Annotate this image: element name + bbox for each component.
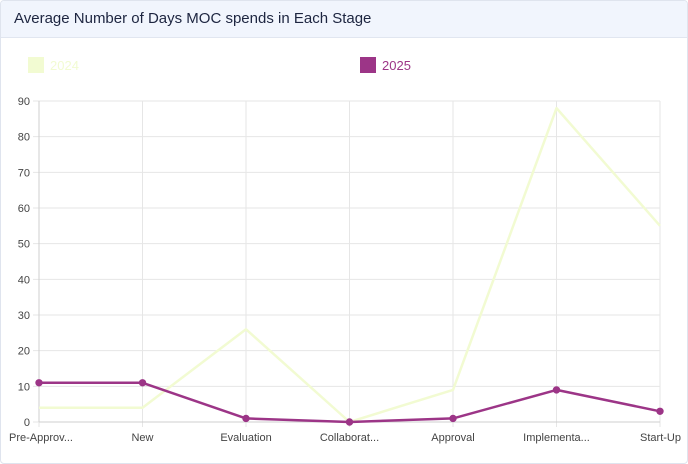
y-tick-label: 60	[18, 203, 30, 215]
y-tick-label: 70	[18, 167, 30, 179]
legend-label-2025: 2025	[382, 57, 411, 73]
y-tick-label: 90	[18, 96, 30, 108]
legend-swatch-2025	[360, 57, 376, 73]
legend-swatch-2024	[28, 57, 44, 73]
y-tick-label: 20	[18, 346, 30, 358]
legend-item-2024[interactable]: 2024	[28, 56, 79, 74]
legend-label-2024: 2024	[50, 57, 79, 73]
y-tick-label: 30	[18, 310, 30, 322]
chart-title: Average Number of Days MOC spends in Eac…	[14, 10, 372, 27]
y-tick-label: 80	[18, 132, 30, 144]
y-tick-label: 40	[18, 274, 30, 286]
legend-item-2025[interactable]: 2025	[360, 56, 411, 74]
x-tick-label: Pre-Approv...	[9, 432, 73, 444]
x-tick-label: New	[131, 432, 153, 444]
y-tick-label: 10	[18, 381, 30, 393]
data-point-2025	[35, 379, 43, 387]
data-point-2025	[242, 414, 250, 423]
data-point-2025	[138, 379, 147, 387]
x-tick-label: Approval	[431, 432, 474, 444]
x-tick-label: Implementa...	[523, 432, 590, 444]
x-tick-label: Evaluation	[220, 432, 271, 444]
data-point-2025	[656, 407, 664, 415]
x-tick-label: Start-Up	[640, 432, 681, 444]
data-point-2025	[552, 386, 561, 394]
data-point-2025	[449, 414, 457, 423]
data-point-2025	[345, 418, 354, 426]
x-tick-label: Collaborat...	[320, 432, 379, 444]
y-tick-label: 50	[18, 239, 30, 251]
y-tick-label: 0	[24, 417, 30, 429]
card-header: Average Number of Days MOC spends in Eac…	[1, 1, 687, 38]
